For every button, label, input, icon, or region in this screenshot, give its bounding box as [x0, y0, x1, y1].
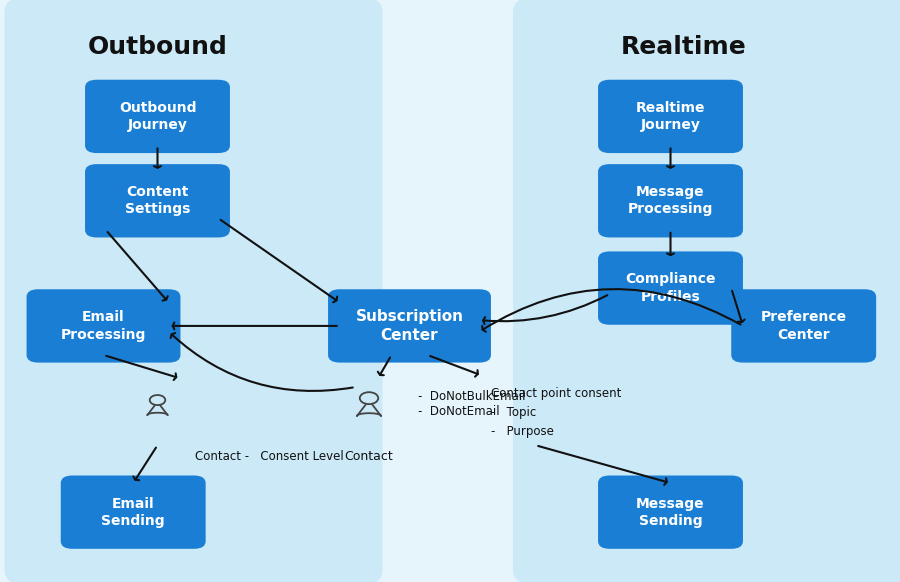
Text: Email
Sending: Email Sending — [102, 496, 165, 528]
FancyBboxPatch shape — [85, 80, 230, 153]
Text: Preference
Center: Preference Center — [760, 310, 847, 342]
FancyBboxPatch shape — [731, 289, 876, 363]
Text: Message
Sending: Message Sending — [636, 496, 705, 528]
Text: Compliance
Profiles: Compliance Profiles — [626, 272, 716, 304]
FancyBboxPatch shape — [27, 289, 180, 363]
Text: Realtime: Realtime — [621, 34, 747, 59]
FancyBboxPatch shape — [85, 164, 230, 237]
Text: Email
Processing: Email Processing — [61, 310, 146, 342]
FancyBboxPatch shape — [598, 251, 743, 325]
FancyBboxPatch shape — [4, 0, 382, 582]
Text: Contact: Contact — [345, 450, 393, 463]
FancyBboxPatch shape — [60, 475, 205, 549]
Text: Content
Settings: Content Settings — [125, 185, 190, 217]
FancyBboxPatch shape — [598, 80, 743, 153]
Text: Contact point consent
-   Topic
-   Purpose: Contact point consent - Topic - Purpose — [491, 387, 621, 438]
FancyBboxPatch shape — [513, 0, 900, 582]
Text: Outbound: Outbound — [87, 34, 228, 59]
FancyBboxPatch shape — [598, 475, 743, 549]
Text: -  DoNotBulkEmail
-  DoNotEmail: - DoNotBulkEmail - DoNotEmail — [418, 391, 526, 418]
Text: Message
Processing: Message Processing — [628, 185, 713, 217]
Text: Realtime
Journey: Realtime Journey — [635, 101, 706, 132]
Text: Contact -   Consent Level: Contact - Consent Level — [195, 450, 344, 463]
FancyBboxPatch shape — [328, 289, 491, 363]
FancyBboxPatch shape — [598, 164, 743, 237]
Text: Outbound
Journey: Outbound Journey — [119, 101, 196, 132]
Text: Subscription
Center: Subscription Center — [356, 309, 464, 343]
